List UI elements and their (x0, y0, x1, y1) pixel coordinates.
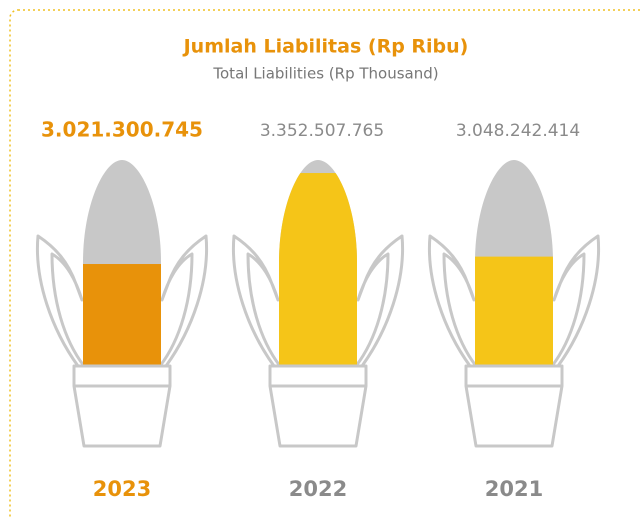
category-label: 2022 (289, 477, 347, 501)
husk-leaf (550, 234, 601, 368)
frame (9, 9, 642, 517)
category-label: 2021 (485, 477, 543, 501)
category-label: 2023 (93, 477, 151, 501)
value-label: 3.021.300.745 (41, 118, 203, 142)
value-label: 3.352.507.765 (260, 121, 384, 141)
cob-fill (83, 264, 161, 366)
chart-subtitle: Total Liabilities (Rp Thousand) (212, 65, 438, 83)
cup (72, 364, 172, 448)
cup (464, 364, 564, 448)
value-label: 3.048.242.414 (456, 121, 580, 141)
husk-leaf (427, 234, 478, 368)
husk-leaf (354, 234, 405, 368)
chart-title: Jumlah Liabilitas (Rp Ribu) (182, 36, 469, 58)
cup (268, 364, 368, 448)
husk-leaf (231, 234, 282, 368)
cob-fill (475, 256, 553, 366)
husk-leaf (158, 234, 209, 368)
cob-fill (279, 173, 357, 366)
husk-leaf (35, 234, 86, 368)
